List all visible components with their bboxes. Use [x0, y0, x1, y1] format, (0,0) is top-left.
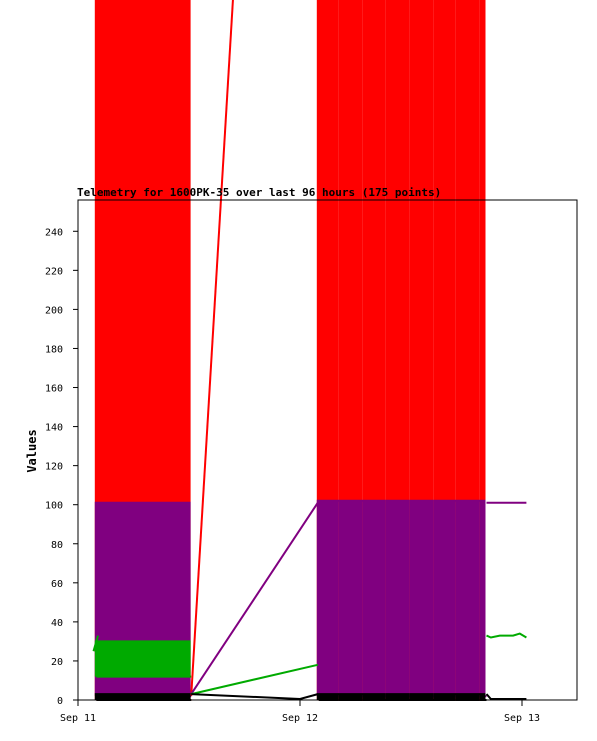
series-3 [94, 693, 527, 701]
y-tick-label-10: 200 [45, 305, 63, 316]
plot-frame [77, 199, 578, 701]
y-tick-label-1: 20 [51, 657, 63, 668]
axis-layer: 0 20 40 60 80 100 120 140 160 180 200 220 240 Sep 11 S… [45, 227, 540, 724]
y-tick-label-5: 100 [45, 501, 63, 512]
series-3-connector [191, 693, 319, 701]
series-2-connector [190, 663, 319, 696]
y-tick-label-8: 160 [45, 384, 63, 395]
y-tick-label-9: 180 [45, 344, 63, 355]
y-tick-label-3: 60 [51, 579, 63, 590]
plot-layer [92, 0, 527, 701]
x-tick-label-1: Sep 12 [282, 713, 318, 724]
y-tick-label-6: 120 [45, 462, 63, 473]
y-axis-label: Values [25, 429, 39, 472]
chart-title: Telemetry for 1600PK-35 over last 96 hou… [77, 186, 441, 199]
y-tick-label-11: 220 [45, 266, 63, 277]
series-0-connector [190, 0, 234, 697]
y-tick-label-2: 40 [51, 618, 63, 629]
series-1-connector [190, 502, 319, 695]
series-1-cluster-1 [316, 499, 487, 698]
y-tick-label-0: 0 [57, 696, 63, 707]
series-3-cluster-1 [316, 693, 487, 701]
series-2-cluster-0 [94, 640, 192, 678]
series-2 [92, 632, 527, 696]
y-tick-label-4: 80 [51, 540, 63, 551]
series-2-tail [486, 632, 527, 639]
series-3-cluster-0 [94, 693, 192, 701]
y-tick-label-12: 240 [45, 227, 63, 238]
series-3-tail [485, 693, 527, 700]
y-tick-label-7: 140 [45, 423, 63, 434]
x-tick-label-2: Sep 13 [504, 713, 540, 724]
x-tick-label-0: Sep 11 [60, 713, 96, 724]
